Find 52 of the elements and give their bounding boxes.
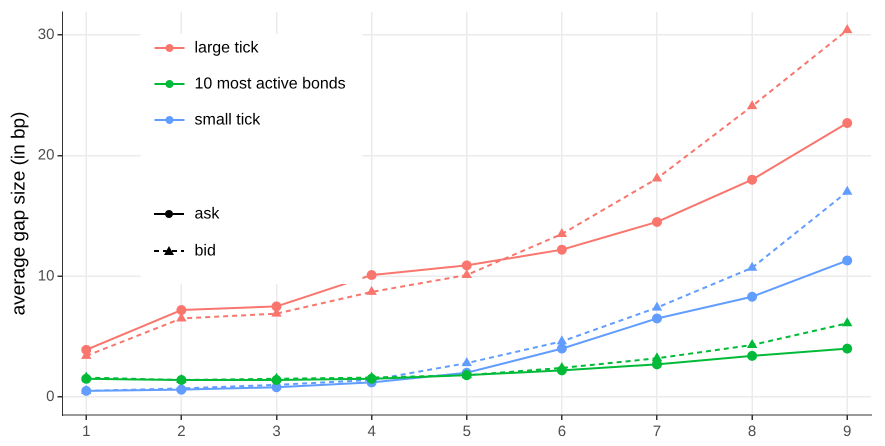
point xyxy=(556,344,567,354)
point xyxy=(556,365,567,376)
point xyxy=(842,186,852,195)
point xyxy=(272,301,282,312)
point xyxy=(462,260,472,270)
point xyxy=(462,358,472,366)
point xyxy=(557,229,566,238)
point xyxy=(748,340,757,348)
point xyxy=(842,344,852,354)
y-axis-title: average gap size (in bp) xyxy=(8,112,30,316)
point xyxy=(842,118,852,128)
point xyxy=(462,270,472,278)
y-tick-label: 0 xyxy=(46,388,54,406)
y-tick-label: 20 xyxy=(38,146,54,164)
point xyxy=(652,302,662,311)
legend-label: small tick xyxy=(194,111,262,128)
x-tick-label: 1 xyxy=(82,423,90,440)
y-tick-label: 30 xyxy=(38,26,54,44)
point xyxy=(556,244,567,255)
point xyxy=(652,174,662,182)
annotation: bid xyxy=(194,242,216,260)
point xyxy=(272,375,282,386)
point xyxy=(842,25,852,34)
x-tick-label: 8 xyxy=(748,423,756,440)
point xyxy=(747,350,758,361)
point xyxy=(176,375,186,386)
point xyxy=(652,216,662,227)
x-tick-label: 5 xyxy=(462,423,471,440)
x-tick-label: 2 xyxy=(177,423,186,440)
x-tick-label: 7 xyxy=(652,423,662,440)
point xyxy=(81,344,92,355)
legend-label: 10 most active bonds xyxy=(194,75,346,92)
legend-label: large tick xyxy=(194,39,260,56)
annotation: ask xyxy=(194,205,220,222)
point xyxy=(176,305,186,316)
point xyxy=(842,256,852,266)
point xyxy=(557,336,566,344)
point xyxy=(747,174,758,185)
x-tick-label: 4 xyxy=(367,423,376,440)
point xyxy=(748,262,757,271)
point xyxy=(81,374,92,384)
y-tick-label: 10 xyxy=(38,267,54,284)
x-tick-label: 3 xyxy=(272,423,281,440)
point xyxy=(652,313,662,324)
point xyxy=(842,318,852,326)
point xyxy=(747,292,758,302)
point xyxy=(176,384,186,395)
point xyxy=(367,286,376,295)
x-tick-label: 9 xyxy=(843,423,852,440)
point xyxy=(366,270,377,280)
point xyxy=(748,101,757,110)
x-tick-label: 6 xyxy=(558,423,566,440)
